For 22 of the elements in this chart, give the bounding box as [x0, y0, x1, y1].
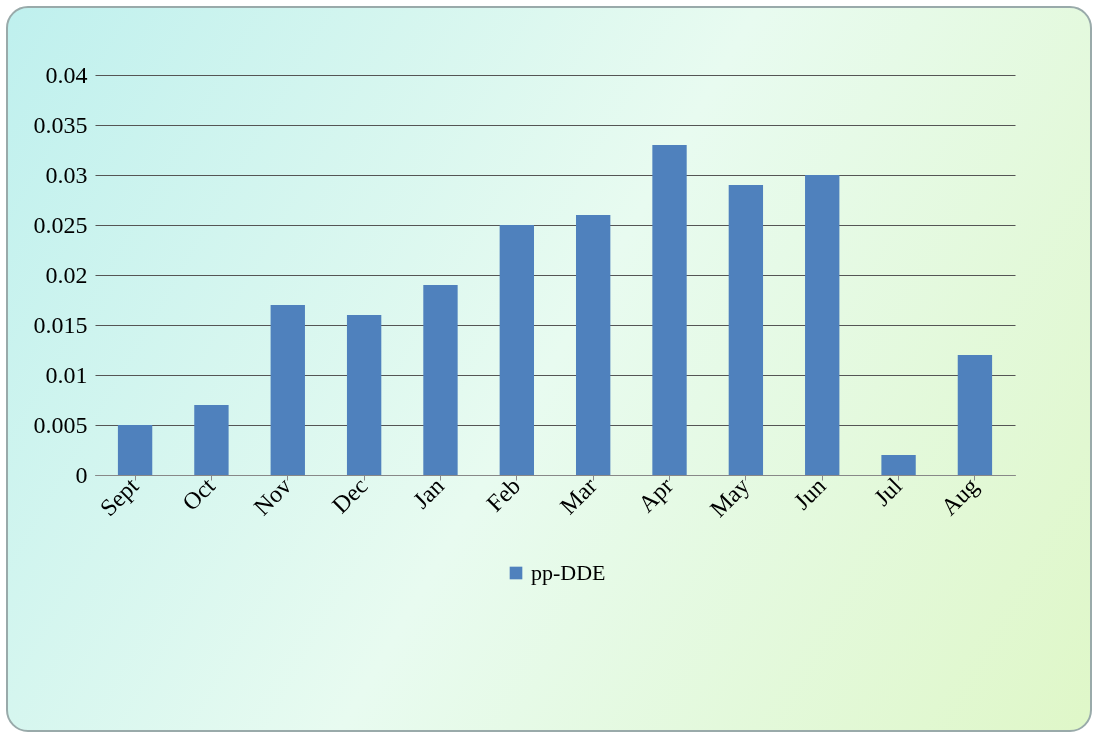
y-tick-label: 0.015: [33, 311, 88, 338]
x-tick-label: Feb: [481, 472, 526, 517]
x-tick-label: May: [704, 472, 755, 523]
y-tick-label: 0.01: [45, 361, 88, 388]
x-tick-label: Nov: [248, 472, 297, 521]
x-tick-label: Jul: [868, 472, 908, 511]
x-tick-label: Jan: [407, 472, 449, 514]
x-tick-label: Oct: [177, 472, 221, 516]
y-tick-label: 0.005: [33, 411, 88, 438]
y-tick-label: 0.02: [45, 261, 88, 288]
x-tick-label: Jun: [788, 472, 831, 515]
y-tick-label: 0.03: [45, 161, 88, 188]
y-tick-label: 0.025: [33, 211, 88, 238]
x-tick-label: Apr: [633, 472, 679, 518]
y-tick-label: 0.035: [33, 111, 88, 138]
x-tick-label: Aug: [935, 472, 984, 521]
x-tick-label: Dec: [326, 472, 373, 519]
y-tick-label: 0: [75, 461, 88, 488]
legend-label: pp-DDE: [531, 560, 606, 585]
x-tick-label: Sept: [95, 472, 144, 522]
x-tick-label: Mar: [555, 472, 602, 520]
y-tick-label: 0.04: [45, 61, 88, 88]
